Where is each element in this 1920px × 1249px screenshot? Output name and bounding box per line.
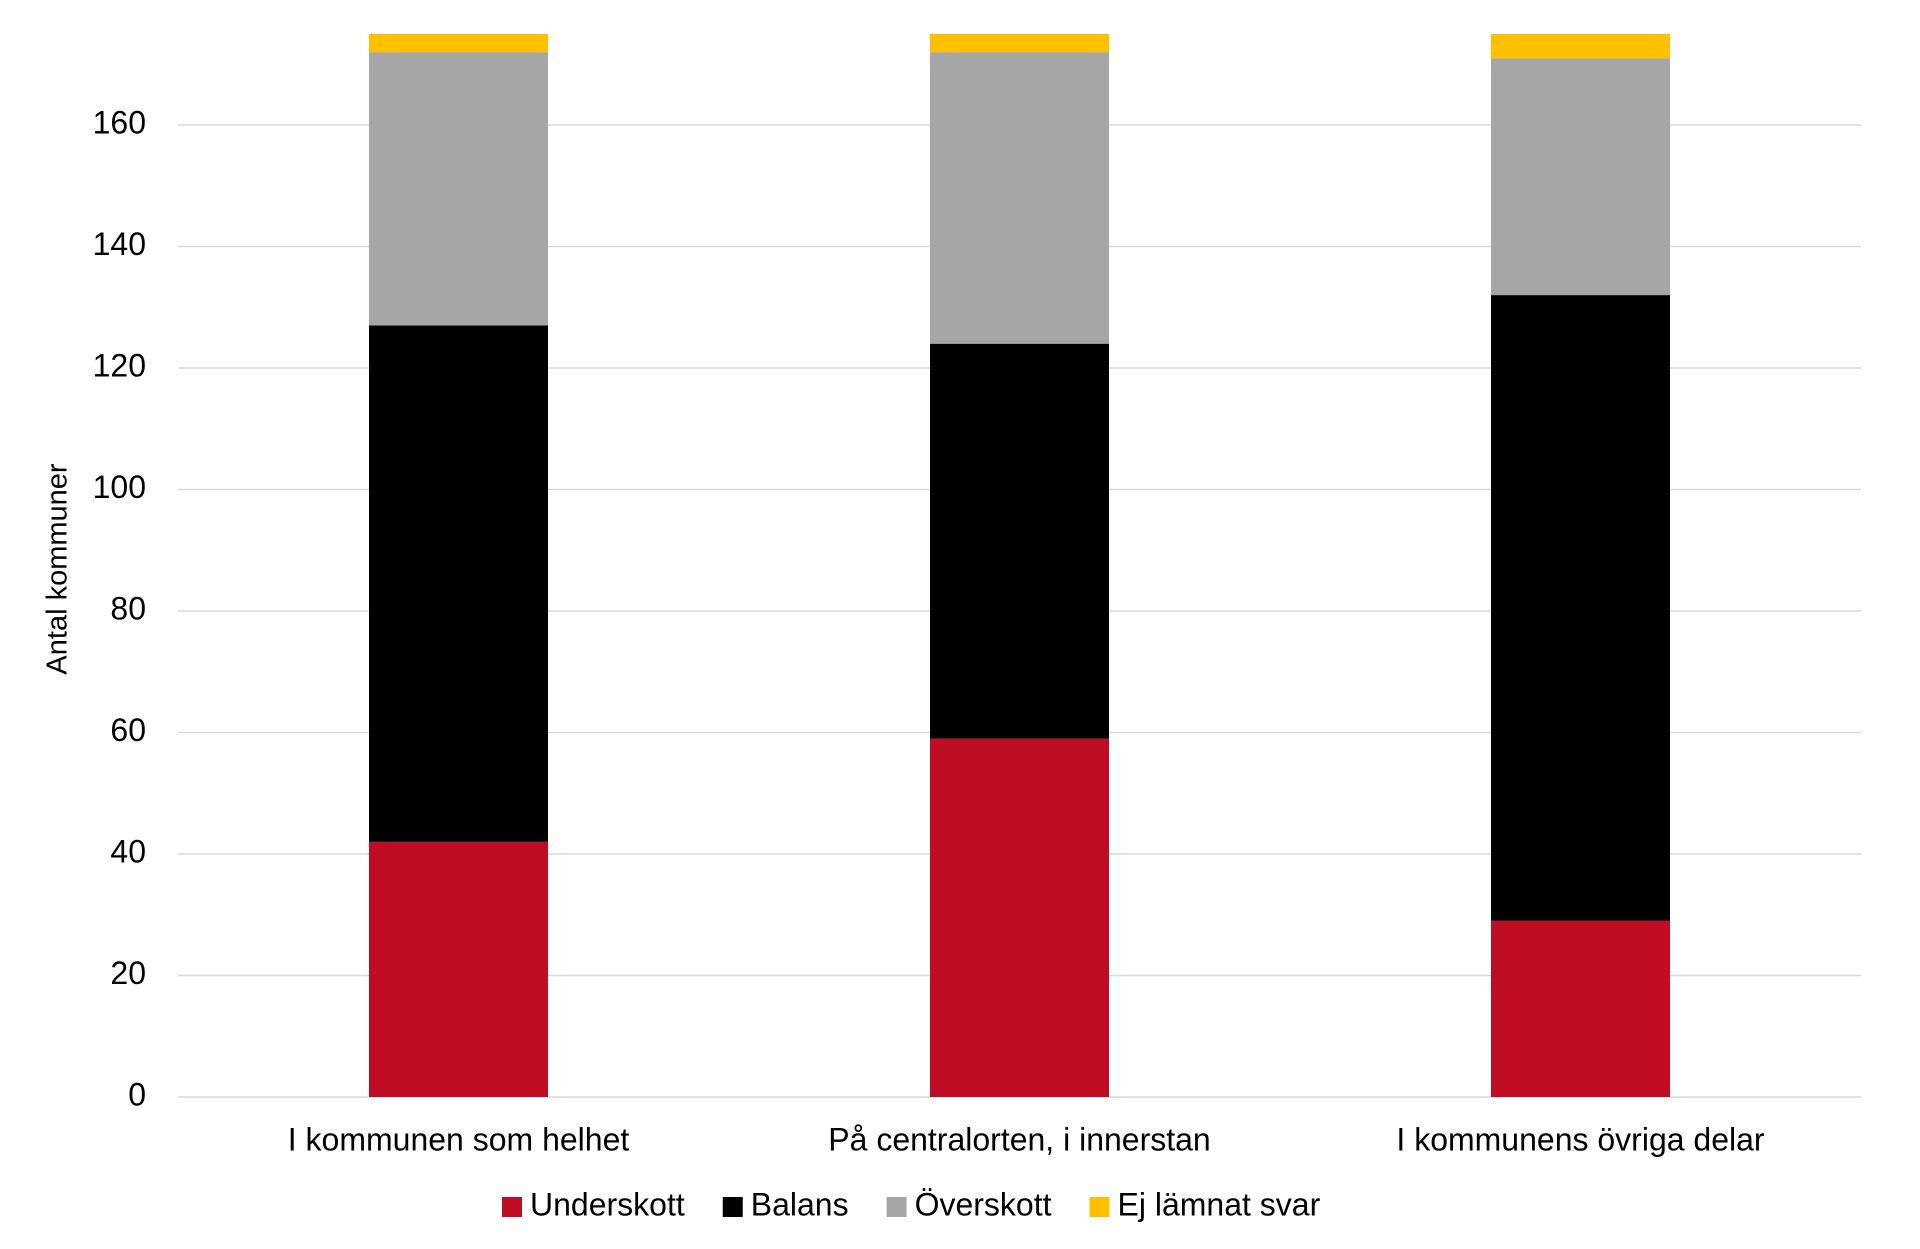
bar-segment <box>930 343 1109 739</box>
y-tick-label: 0 <box>128 1076 146 1112</box>
bar-segment <box>1491 33 1670 59</box>
bar-segment <box>369 52 548 326</box>
y-tick-label: 140 <box>93 226 146 262</box>
legend-swatch <box>722 1197 743 1217</box>
legend-swatch <box>1089 1197 1110 1217</box>
bar-segment <box>1491 920 1670 1097</box>
y-tick-label: 80 <box>110 590 146 626</box>
y-tick-label: 20 <box>110 955 146 991</box>
y-tick-label: 100 <box>93 469 146 505</box>
y-tick-label: 40 <box>110 833 146 869</box>
legend-swatch <box>502 1197 522 1217</box>
bar-segment <box>1491 295 1670 921</box>
legend-label: Överskott <box>915 1186 1052 1222</box>
x-tick-label: I kommunens övriga delar <box>1396 1121 1765 1157</box>
x-tick-label: I kommunen som helhet <box>288 1121 630 1157</box>
legend-label: Underskott <box>530 1186 685 1222</box>
y-tick-label: 120 <box>93 347 146 383</box>
bar-segment <box>369 33 548 53</box>
x-tick-label: På centralorten, i innerstan <box>828 1121 1210 1157</box>
legend-label: Balans <box>751 1186 849 1222</box>
bar-segment <box>1491 58 1670 296</box>
bar-segment <box>930 738 1109 1097</box>
legend-label: Ej lämnat svar <box>1118 1186 1321 1222</box>
y-axis-title: Antal kommuner <box>42 463 74 674</box>
legend-swatch <box>886 1197 907 1217</box>
bar-segment <box>369 325 548 842</box>
bar-segment <box>930 33 1109 53</box>
y-tick-label: 60 <box>110 712 146 748</box>
bar-segment <box>369 841 548 1097</box>
y-tick-label: 160 <box>93 104 146 140</box>
bar-segment <box>930 52 1109 344</box>
